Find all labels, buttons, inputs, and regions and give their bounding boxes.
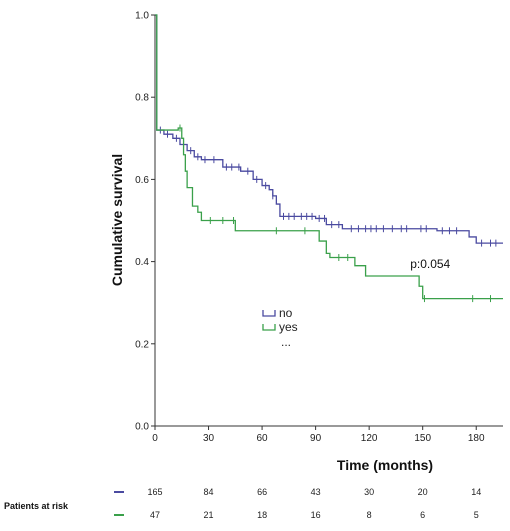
series-line-no xyxy=(155,14,503,244)
x-tick-label: 90 xyxy=(310,433,322,444)
y-tick-label: 0.6 xyxy=(135,175,149,186)
x-tick-label: 0 xyxy=(152,433,158,444)
risk-value-yes: 16 xyxy=(311,510,321,520)
risk-table: 165 84 66 43 30 20 14 47 21 18 16 8 6 5 xyxy=(114,487,481,520)
x-tick-label: 30 xyxy=(203,433,215,444)
legend-label-no: no xyxy=(279,306,293,320)
y-tick-label: 0.4 xyxy=(135,257,149,268)
risk-value-yes: 8 xyxy=(367,510,372,520)
risk-value-yes: 18 xyxy=(257,510,267,520)
legend-swatch-no xyxy=(262,310,276,317)
plot-area: p:0.054 xyxy=(155,14,503,303)
x-tick-label: 180 xyxy=(468,433,485,444)
x-tick-label: 120 xyxy=(361,433,378,444)
risk-value-no: 66 xyxy=(257,487,267,497)
y-tick-label: 0.2 xyxy=(135,339,149,350)
risk-value-no: 43 xyxy=(311,487,321,497)
legend-swatch-yes xyxy=(262,324,276,331)
risk-value-no: 30 xyxy=(364,487,374,497)
risk-value-no: 165 xyxy=(147,487,162,497)
legend-label-yes: yes xyxy=(279,320,298,334)
risk-value-yes: 6 xyxy=(420,510,425,520)
x-tick-label: 150 xyxy=(414,433,431,444)
y-tick-label: 0.8 xyxy=(135,93,149,104)
p-value-annotation: p:0.054 xyxy=(410,257,450,271)
risk-value-yes: 21 xyxy=(204,510,214,520)
axes: 0.0 0.2 0.4 0.6 0.8 1.0 0 30 60 90 120 150 180 xyxy=(135,11,503,444)
risk-value-no: 84 xyxy=(204,487,214,497)
risk-table-title: Patients at risk xyxy=(4,501,69,511)
legend: noyes... xyxy=(262,306,298,349)
x-axis-title: Time (months) xyxy=(337,457,433,473)
x-tick-label: 60 xyxy=(257,433,269,444)
y-tick-label: 1.0 xyxy=(135,11,149,22)
risk-value-yes: 47 xyxy=(150,510,160,520)
y-tick-label: 0.0 xyxy=(135,422,149,433)
series-line-yes xyxy=(155,14,503,300)
y-axis-title: Cumulative survival xyxy=(109,154,125,286)
risk-value-no: 20 xyxy=(418,487,428,497)
risk-value-yes: 5 xyxy=(474,510,479,520)
legend-more: ... xyxy=(281,335,291,349)
risk-value-no: 14 xyxy=(471,487,481,497)
